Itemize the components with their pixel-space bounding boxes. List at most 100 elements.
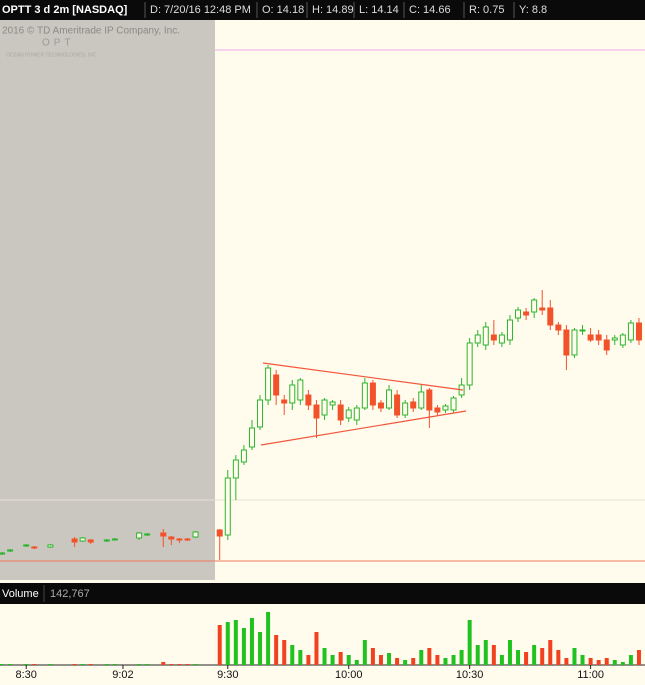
candle-body <box>87 539 94 543</box>
candle-body <box>635 322 642 341</box>
candle-body <box>627 322 634 341</box>
volume-label: Volume <box>2 588 39 600</box>
header-field: D: 7/20/16 12:48 PM <box>150 4 251 16</box>
symbol: OPTT 3 d 2m [NASDAQ] <box>2 4 128 16</box>
candle-body <box>466 342 473 386</box>
candle-body <box>523 311 530 316</box>
volume-value: 142,767 <box>50 588 90 600</box>
volume-bar <box>540 648 545 665</box>
candle-body <box>31 546 38 549</box>
candle-body <box>0 552 6 555</box>
candle-body <box>515 309 522 319</box>
candle-body <box>474 334 481 344</box>
volume-bar <box>620 662 625 665</box>
candle-body <box>184 538 191 541</box>
candle-body <box>377 402 384 409</box>
candle-body <box>386 389 393 409</box>
candle-body <box>482 326 489 346</box>
volume-bar <box>378 655 383 665</box>
volume-bar <box>411 658 416 665</box>
volume-bar <box>338 652 343 665</box>
candle-body <box>273 374 280 396</box>
candle-body <box>369 382 376 406</box>
header-field: L: 14.14 <box>359 4 399 16</box>
header-field: R: 0.75 <box>469 4 504 16</box>
volume-bar <box>556 650 561 665</box>
candle-body <box>176 538 183 541</box>
volume-bar <box>88 664 93 665</box>
volume-bar <box>564 658 569 665</box>
volume-bar <box>636 650 641 665</box>
copyright: 2016 © TD Ameritrade IP Company, Inc. <box>2 26 180 37</box>
volume-bar <box>435 655 440 665</box>
volume-bar <box>395 658 400 665</box>
candle-body <box>555 324 562 331</box>
volume-bar <box>419 650 424 665</box>
volume-bar <box>467 620 472 665</box>
volume-bar <box>0 664 5 665</box>
volume-bar <box>604 658 609 665</box>
x-tick-label: 9:02 <box>112 669 133 681</box>
candle-body <box>426 389 433 411</box>
triangle-lower <box>260 410 467 446</box>
candle-body <box>136 532 143 539</box>
volume-bar <box>32 664 37 665</box>
volume-bar <box>427 648 432 665</box>
candle-body <box>579 329 586 332</box>
volume-bar <box>298 650 303 665</box>
volume-bar <box>24 664 29 665</box>
candle-body <box>289 384 296 404</box>
candle-body <box>281 399 288 404</box>
candle-body <box>79 537 86 542</box>
candle-body <box>337 404 344 421</box>
candle-body <box>531 299 538 313</box>
volume-bar <box>596 660 601 665</box>
volume-bar <box>48 664 53 665</box>
volume-bar <box>387 653 392 665</box>
volume-bar <box>524 652 529 665</box>
volume-bar <box>443 658 448 665</box>
volume-bar <box>8 664 13 665</box>
candle-body <box>321 399 328 416</box>
candle-body <box>144 533 151 536</box>
volume-bar <box>193 664 198 665</box>
volume-bar <box>354 660 359 665</box>
volume-bar <box>177 664 182 665</box>
candle-body <box>442 405 449 411</box>
header-field: O: 14.18 <box>262 4 304 16</box>
candle-body <box>611 337 618 341</box>
x-tick-label: 10:30 <box>456 669 484 681</box>
volume-bar <box>346 655 351 665</box>
volume-bar <box>225 622 230 665</box>
volume-bar <box>274 635 279 665</box>
candle-body <box>402 402 409 416</box>
volume-bar <box>137 664 142 665</box>
volume-bar <box>459 650 464 665</box>
candle-body <box>361 382 368 409</box>
candle-body <box>47 544 54 548</box>
candle-body <box>418 391 425 409</box>
volume-bar <box>314 632 319 665</box>
candle-body <box>232 459 239 479</box>
volume-bar <box>548 640 553 665</box>
x-tick-label: 8:30 <box>16 669 37 681</box>
header-field: H: 14.89 <box>312 4 354 16</box>
volume-bar <box>475 645 480 665</box>
candle-body <box>192 531 199 538</box>
volume-bar <box>403 660 408 665</box>
candle-body <box>265 367 272 401</box>
candle-body <box>103 539 110 542</box>
volume-bar <box>249 618 254 665</box>
triangle-upper <box>262 362 464 391</box>
candle-body <box>345 409 352 419</box>
volume-bar <box>483 640 488 665</box>
header-field: Y: 8.8 <box>519 4 547 16</box>
candle-body <box>450 397 457 411</box>
volume-bar <box>499 655 504 665</box>
volume-bar <box>330 655 335 665</box>
volume-bar <box>72 664 77 665</box>
volume-bar <box>80 664 85 665</box>
candle-body <box>71 538 78 543</box>
volume-bar <box>145 664 150 665</box>
